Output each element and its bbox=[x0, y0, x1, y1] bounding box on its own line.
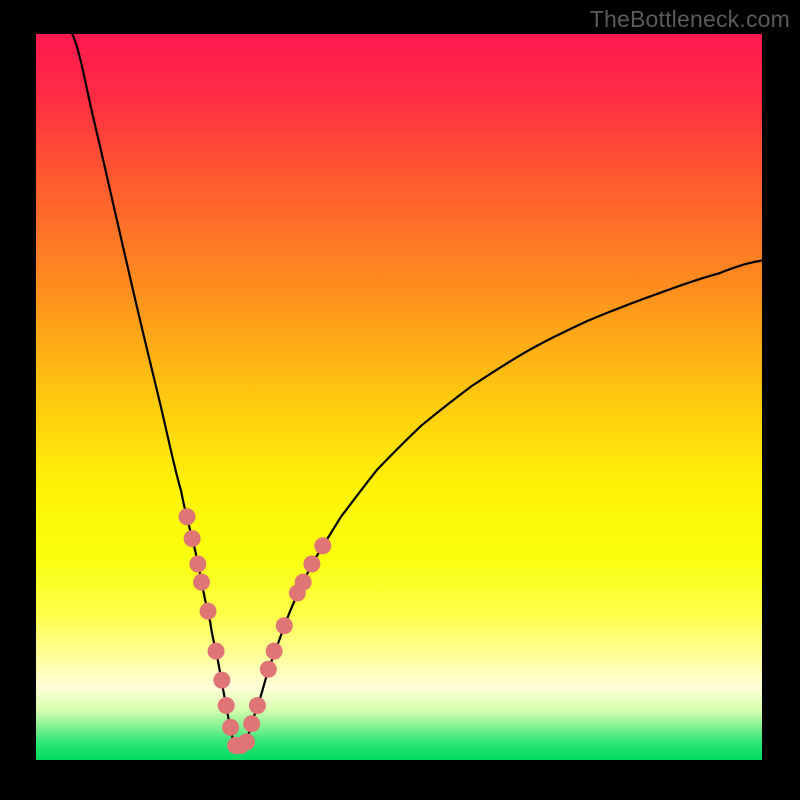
data-marker bbox=[189, 555, 206, 572]
data-marker bbox=[243, 715, 260, 732]
data-marker bbox=[303, 555, 320, 572]
data-marker bbox=[249, 697, 266, 714]
plot-area bbox=[36, 34, 762, 760]
data-marker bbox=[193, 574, 210, 591]
data-marker bbox=[238, 733, 255, 750]
data-marker bbox=[213, 672, 230, 689]
data-marker bbox=[222, 719, 239, 736]
chart-svg bbox=[36, 34, 762, 760]
data-marker bbox=[314, 537, 331, 554]
data-marker bbox=[179, 508, 196, 525]
data-marker bbox=[218, 697, 235, 714]
chart-container: TheBottleneck.com bbox=[0, 0, 800, 800]
data-marker bbox=[184, 530, 201, 547]
data-marker bbox=[295, 574, 312, 591]
data-marker bbox=[276, 617, 293, 634]
data-marker bbox=[200, 603, 217, 620]
data-marker bbox=[208, 643, 225, 660]
watermark-text: TheBottleneck.com bbox=[590, 6, 790, 33]
data-marker bbox=[266, 643, 283, 660]
gradient-background bbox=[36, 34, 762, 760]
data-marker bbox=[260, 661, 277, 678]
